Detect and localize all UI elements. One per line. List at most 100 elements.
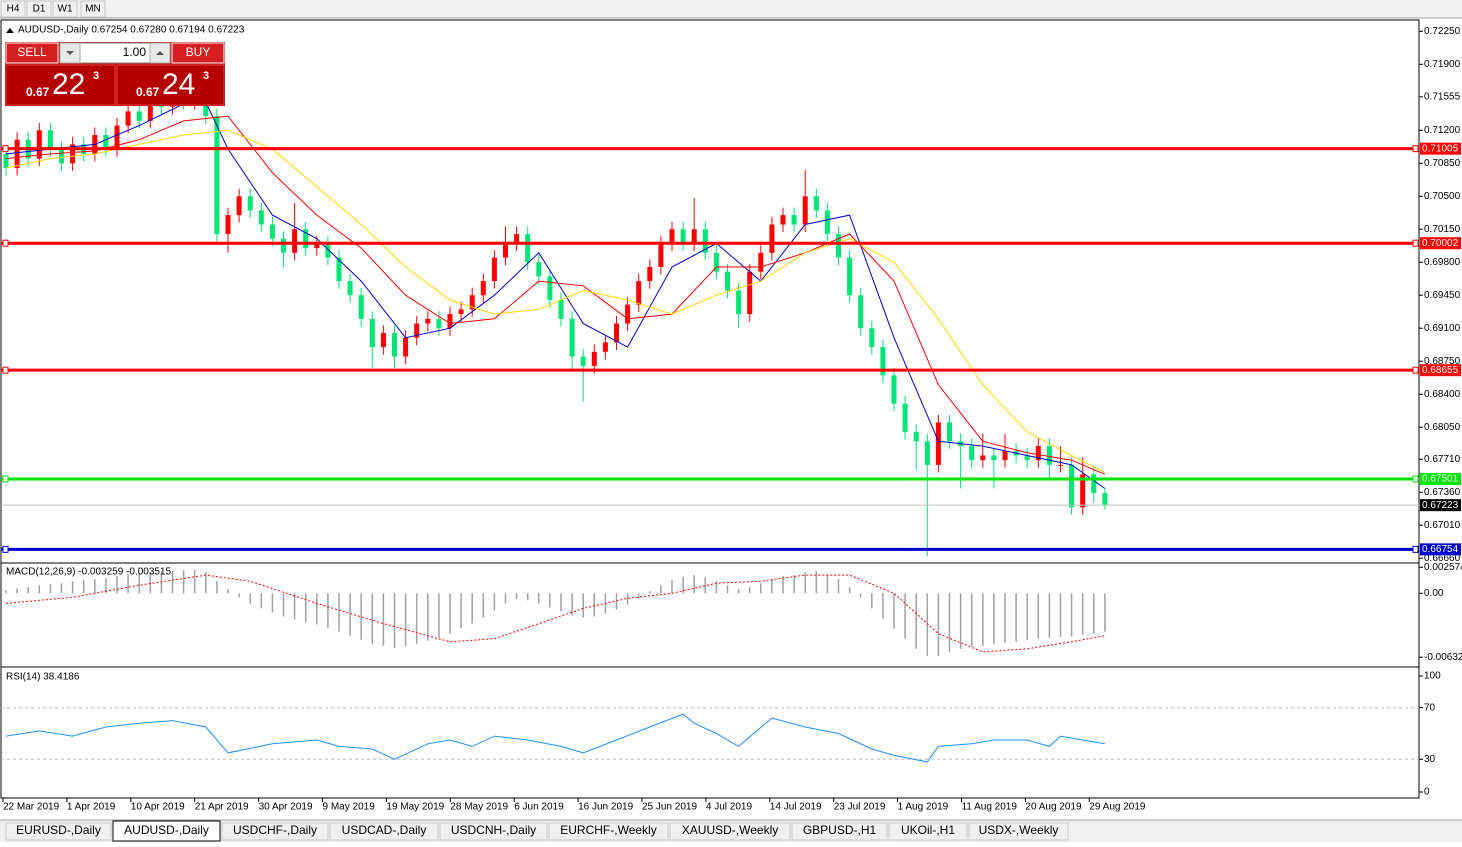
candle-body <box>969 446 975 461</box>
chart-tab[interactable] <box>968 822 1069 841</box>
lots-value[interactable]: 1.00 <box>123 45 147 59</box>
macd-bar <box>593 593 596 617</box>
macd-bar <box>449 593 451 634</box>
candle-body <box>491 257 497 282</box>
price-panel: 0.72250 0.71900 0.71555 0.71200 0.70850 0.705… <box>1 25 1461 813</box>
chart-tab[interactable] <box>329 822 439 841</box>
chart-tab-label[interactable]: USDCHF-,Daily <box>233 823 317 837</box>
macd-bar <box>227 589 229 594</box>
moving-average <box>5 115 1106 475</box>
chart-tab[interactable] <box>791 822 888 841</box>
timeframe-button[interactable] <box>0 0 26 18</box>
candle-body <box>1002 450 1008 461</box>
chart-tab[interactable] <box>439 822 548 841</box>
macd-bar <box>327 593 329 628</box>
chart-tab-label[interactable]: USDX-,Weekly <box>979 823 1059 837</box>
chart-tab-label[interactable]: EURUSD-,Daily <box>16 823 101 837</box>
macd-bar <box>27 587 29 594</box>
x-tick-label: 28 May 2019 <box>450 802 508 813</box>
y-tick-label: 0.69800 <box>1424 257 1461 268</box>
macd-bar <box>205 572 207 594</box>
macd-bar <box>904 593 906 639</box>
level-label: 0.68655 <box>1422 365 1459 376</box>
timeframe-label[interactable]: W1 <box>58 4 73 15</box>
chart-tab-label[interactable]: EURCHF-,Weekly <box>560 823 656 837</box>
chart-tab-label[interactable]: UKOil-,H1 <box>901 823 955 837</box>
macd-bar <box>438 593 440 638</box>
candle-body <box>36 130 42 159</box>
buy-price-box[interactable] <box>116 64 225 106</box>
chart-tab[interactable] <box>5 822 112 841</box>
x-tick-label: 6 Jun 2019 <box>514 802 564 813</box>
indicator-title: MACD(12,26,9) -0.003259 -0.003515 <box>6 567 172 578</box>
chart-tab-label[interactable]: USDCAD-,Daily <box>342 823 427 837</box>
candle-body <box>1035 446 1041 461</box>
candle-body <box>236 196 242 216</box>
macd-bar <box>982 593 984 646</box>
macd-bar <box>804 572 806 594</box>
x-tick-label: 20 Aug 2019 <box>1025 802 1082 813</box>
buy-label[interactable]: BUY <box>186 45 211 59</box>
candle-body <box>469 295 475 310</box>
rsi-panel: 0 30 70 100 RSI(14) 38.4186 <box>1 671 1441 798</box>
candle-body <box>1046 446 1052 465</box>
chart-tab-label[interactable]: GBPUSD-,H1 <box>803 823 877 837</box>
candle-body <box>258 210 264 225</box>
macd-bar <box>60 583 63 594</box>
macd-bar <box>260 593 263 609</box>
x-tick-label: 22 Mar 2019 <box>3 802 60 813</box>
macd-bar <box>649 591 651 594</box>
timeframe-label[interactable]: MN <box>85 4 101 15</box>
chart-tab[interactable] <box>221 822 329 841</box>
sell-button[interactable] <box>5 42 59 64</box>
chart-tab[interactable] <box>548 822 669 841</box>
macd-bar <box>726 585 729 594</box>
macd-bar <box>615 593 618 610</box>
timeframe-label[interactable]: H4 <box>7 4 20 15</box>
collapse-arrow[interactable] <box>6 28 14 33</box>
x-tick-label: 10 Apr 2019 <box>131 802 185 813</box>
y-tick-label: 0.71900 <box>1424 59 1461 70</box>
buy-button[interactable] <box>171 42 225 64</box>
macd-bar <box>637 593 640 599</box>
candle-body <box>225 215 231 234</box>
timeframe-button[interactable] <box>80 0 106 18</box>
macd-bar <box>837 579 840 594</box>
chart-tab-label[interactable]: USDCNH-,Daily <box>451 823 536 837</box>
timeframe-label[interactable]: D1 <box>33 4 46 15</box>
candle-body <box>913 431 919 442</box>
sell-price-box[interactable] <box>5 64 116 106</box>
chart-tab[interactable] <box>112 820 221 842</box>
candle-body <box>392 332 397 357</box>
sell-price-small: 3 <box>93 70 99 82</box>
y-tick-label: 0.67360 <box>1424 487 1461 498</box>
timeframe-button[interactable] <box>52 0 78 18</box>
y-tick-label: 0.69450 <box>1424 290 1461 301</box>
candle-body <box>769 224 775 253</box>
candle-body <box>591 351 597 366</box>
y-tick-label: 0.70500 <box>1424 191 1461 202</box>
chart-tab-label[interactable]: AUDUSD-,Daily <box>124 823 209 837</box>
macd-bar <box>571 593 573 616</box>
chart-tab[interactable] <box>669 822 791 841</box>
sell-label[interactable]: SELL <box>17 45 47 59</box>
candle-body <box>358 295 364 319</box>
candle-body <box>369 318 375 348</box>
y-tick-label: 0.71200 <box>1424 125 1461 136</box>
chart-tab-label[interactable]: XAUUSD-,Weekly <box>682 823 778 837</box>
macd-bar <box>893 593 895 629</box>
y-tick-label: 0.70850 <box>1424 158 1461 169</box>
macd-bar <box>1070 593 1073 637</box>
y-tick-label: 0.71555 <box>1424 91 1461 102</box>
macd-bar <box>1026 593 1028 640</box>
level-anchor <box>1412 145 1419 153</box>
candle-body <box>558 299 564 319</box>
chart-tab[interactable] <box>888 822 968 841</box>
macd-bar <box>737 589 740 594</box>
candle-body <box>836 233 841 258</box>
macd-bar <box>193 570 196 594</box>
timeframe-button[interactable] <box>26 0 52 18</box>
x-tick-label: 25 Jun 2019 <box>642 802 697 813</box>
x-tick-label: 1 Apr 2019 <box>67 802 116 813</box>
